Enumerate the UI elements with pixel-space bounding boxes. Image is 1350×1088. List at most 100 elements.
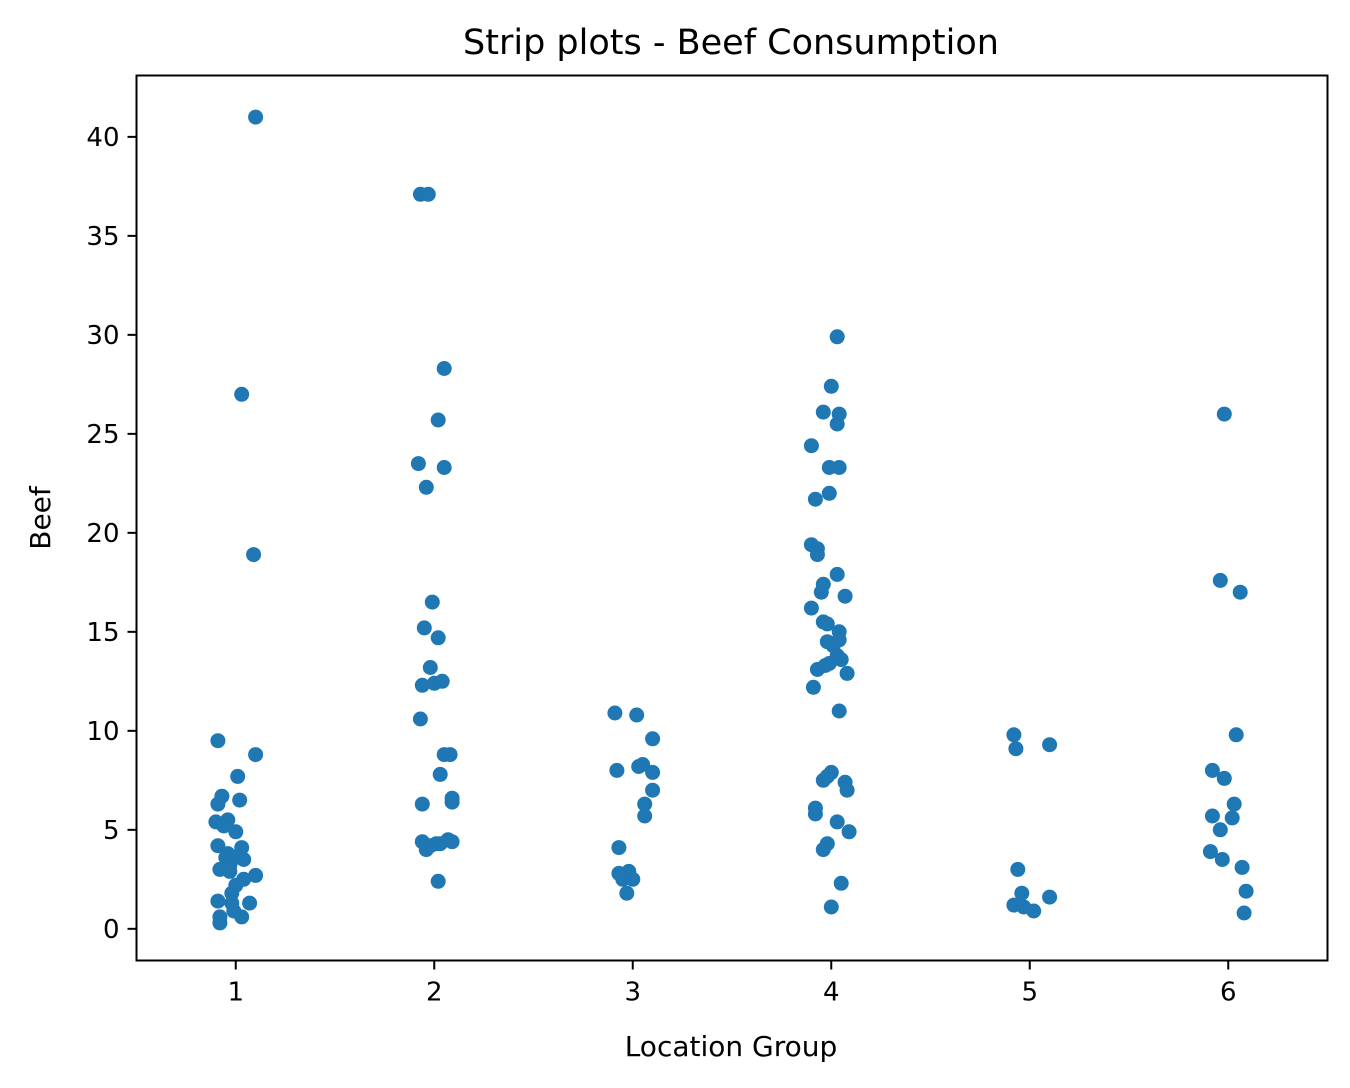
data-point [418,479,434,495]
data-point [1008,741,1024,757]
data-point [1212,572,1228,588]
data-point [1042,889,1058,905]
y-tick-label: 10 [86,717,119,747]
data-point [210,893,226,909]
data-point [823,899,839,915]
data-point [210,733,226,749]
x-tick-label: 6 [1220,978,1237,1008]
data-point [444,794,460,810]
data-point [236,852,252,867]
data-point [248,747,264,763]
data-point [611,840,627,856]
data-point [444,834,460,850]
data-point [637,808,653,824]
data-point [1006,727,1022,743]
data-point [420,186,436,202]
data-point [833,875,849,891]
data-point [625,871,641,887]
data-point [609,762,625,778]
data-point [424,594,440,610]
data-point [418,842,434,858]
data-point [813,584,829,600]
data-point [629,707,645,723]
y-tick-label: 20 [86,519,119,549]
data-point [829,814,845,830]
data-point [242,895,258,911]
data-point [1026,903,1042,919]
data-point [430,412,446,428]
data-point [631,759,647,774]
data-points [208,109,1254,931]
data-point [1202,844,1218,860]
data-point [436,361,452,376]
data-point [1042,737,1058,753]
chart-title: Strip plots - Beef Consumption [463,23,999,63]
data-point [839,665,855,681]
data-point [436,460,452,475]
data-point [645,764,661,780]
data-point [1216,406,1232,422]
x-tick-label: 5 [1021,978,1038,1008]
data-point [410,456,426,472]
data-point [837,588,853,604]
data-point [434,673,450,689]
y-tick-label: 25 [86,420,119,450]
data-point [234,909,250,925]
y-tick-label: 15 [86,618,119,648]
data-point [803,600,819,616]
data-point [232,792,248,808]
data-point [819,616,835,632]
y-tick-label: 35 [86,222,119,252]
data-point [1238,883,1254,899]
y-tick-label: 5 [103,816,120,846]
data-point [831,703,847,719]
data-point [803,438,819,454]
data-point [210,796,226,812]
data-point [222,863,238,879]
data-point [645,731,661,747]
data-point [645,782,661,798]
data-point [607,705,623,721]
data-point [430,873,446,889]
plot-frame [135,74,1329,962]
data-point [807,491,823,507]
data-point [829,329,845,345]
data-point [1224,810,1240,826]
data-point [823,378,839,394]
data-point [230,768,246,784]
data-point [821,485,837,501]
data-point [442,747,458,763]
data-point [216,818,232,834]
x-tick-label: 1 [227,978,244,1008]
data-point [422,660,438,675]
data-point [1010,861,1026,877]
data-point [815,842,831,858]
y-axis-ticks: 0 5 10 15 20 25 30 35 40 [86,123,137,945]
data-point [416,620,432,636]
data-point [815,772,831,788]
data-point [829,416,845,432]
data-point [805,679,821,695]
y-tick-label: 30 [86,321,119,351]
data-point [248,867,264,883]
x-tick-label: 4 [823,978,840,1008]
data-point [414,677,430,693]
data-point [1212,822,1228,838]
data-point [1236,905,1252,921]
data-point [246,547,262,563]
data-point [1216,770,1232,786]
data-point [1228,727,1244,743]
data-point [833,652,849,668]
data-point [1014,885,1030,901]
y-tick-label: 40 [86,123,119,153]
data-point [619,885,635,901]
data-point [637,796,653,812]
x-axis-label: Location Group [625,1030,838,1063]
data-point [831,460,847,475]
data-point [1214,852,1230,867]
data-point [817,658,833,673]
data-point [432,836,448,852]
data-point [432,766,448,782]
data-point [841,824,857,840]
